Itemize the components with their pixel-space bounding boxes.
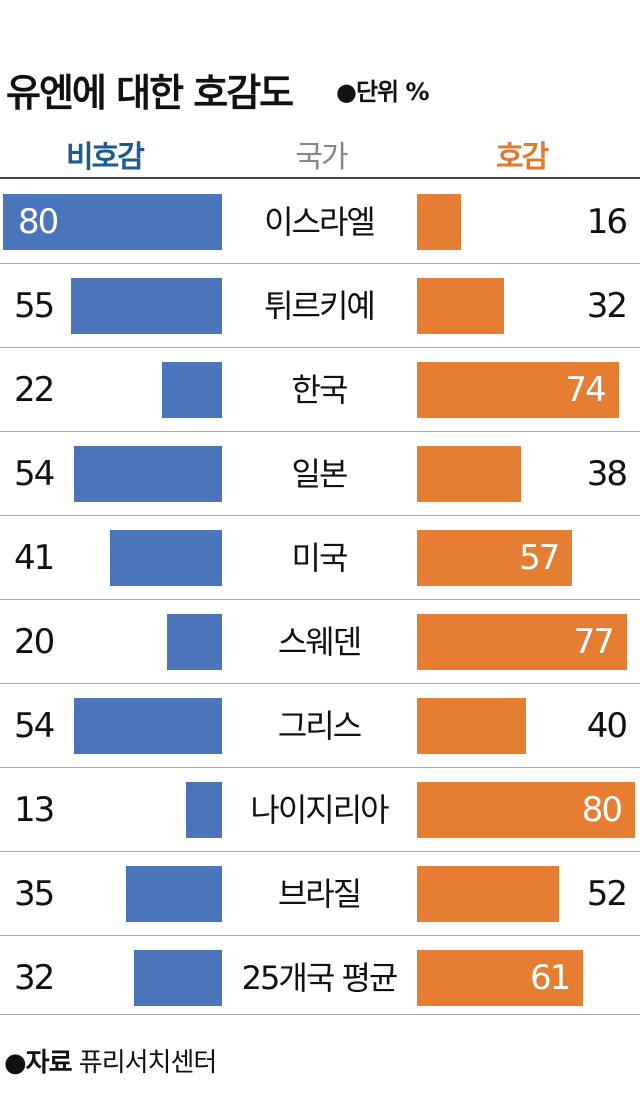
value-label-positive: 77 [573,622,615,662]
row-separator [0,515,640,516]
country-label: 한국 [291,371,349,409]
bar-negative [134,950,222,1006]
value-label-negative: 32 [14,958,55,998]
value-label-negative: 41 [14,538,55,578]
value-label-negative: 54 [14,706,55,746]
bar-positive [417,362,619,418]
bar-negative [74,446,222,502]
bar-positive [417,782,635,838]
country-label: 스웨덴 [277,623,362,661]
source-label: ●자료 [4,1048,73,1078]
bottom-divider [0,1014,640,1015]
bar-negative [126,866,222,922]
value-label-negative: 13 [14,790,55,830]
row-separator [0,683,640,684]
bar-positive [417,194,461,250]
row-separator [0,599,640,600]
bar-positive [417,698,526,754]
bar-positive [417,278,505,334]
country-label: 일본 [291,455,349,493]
row-separator [0,347,640,348]
country-label: 튀르키예 [264,287,376,325]
bar-negative [2,194,222,250]
value-label-negative: 80 [18,202,59,242]
row-separator [0,767,640,768]
bar-negative [109,530,222,586]
value-label-positive: 61 [529,958,571,998]
value-label-positive: 40 [586,706,628,746]
value-label-positive: 74 [565,370,606,410]
source-note: ●자료 퓨리서치센터 [4,1042,218,1079]
bar-negative [186,782,222,838]
value-label-negative: 55 [14,286,55,326]
bar-positive [417,446,521,502]
bar-positive [417,950,584,1006]
country-label: 미국 [291,539,349,577]
country-label: 25개국 평균 [241,959,399,997]
value-label-positive: 38 [586,454,628,494]
row-separator [0,263,640,264]
country-label: 나이지리아 [250,791,389,829]
bar-positive [417,614,627,670]
header-positive: 호감 [496,140,549,175]
diverging-bar-chart: 80 이스라엘 16 55 튀르키예 32 22 한국 74 54 일본 38 41 미국 57 20 스웨덴 7… [0,180,640,1020]
chart-title: 유엔에 대한 호감도 [6,71,294,115]
value-label-positive: 32 [586,286,628,326]
top-divider [0,177,640,179]
bar-negative [71,278,222,334]
header-country: 국가 [295,140,348,175]
value-label-negative: 22 [14,370,55,410]
row-separator [0,851,640,852]
value-label-positive: 16 [586,202,628,242]
value-label-negative: 20 [14,622,55,662]
source-text: 퓨리서치센터 [78,1048,218,1078]
value-label-negative: 35 [14,874,55,914]
unit-label: ●단위 % [336,78,430,106]
bar-negative [167,614,222,670]
value-label-negative: 54 [14,454,55,494]
bar-negative [74,698,222,754]
bar-positive [417,866,559,922]
bar-positive [417,530,573,586]
country-label: 이스라엘 [264,203,376,241]
value-label-positive: 80 [581,790,623,830]
bar-negative [161,362,222,418]
country-label: 그리스 [277,707,362,745]
row-separator [0,431,640,432]
row-separator [0,935,640,936]
country-label: 브라질 [277,875,362,913]
value-label-positive: 57 [519,538,560,578]
header-negative: 비호감 [66,140,145,175]
value-label-positive: 52 [586,874,628,914]
